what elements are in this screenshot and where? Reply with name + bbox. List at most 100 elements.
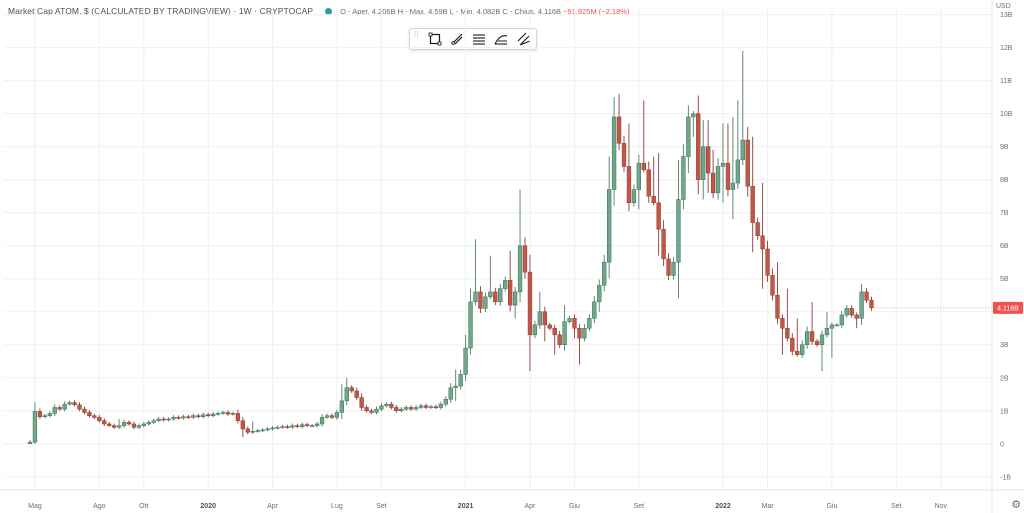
trend-line-icon[interactable] bbox=[448, 30, 467, 48]
price-tick-label: 11B bbox=[1000, 78, 1012, 85]
candle bbox=[537, 291, 543, 329]
candle bbox=[67, 400, 72, 406]
rectangle-icon[interactable] bbox=[426, 30, 445, 48]
candle bbox=[329, 413, 335, 420]
time-tick-label: Mar bbox=[762, 503, 775, 510]
candle-body-down bbox=[107, 423, 112, 426]
candle bbox=[478, 286, 483, 314]
fib-icon[interactable] bbox=[492, 30, 511, 48]
price-axis: 13B12B11B10B9B8B7B6B5B4B3B2B1B0-1B bbox=[991, 0, 1013, 513]
candle-body-up bbox=[512, 291, 518, 306]
candle bbox=[87, 409, 92, 418]
candle-body-up bbox=[136, 425, 142, 428]
candle-body-up bbox=[215, 413, 221, 415]
candle bbox=[631, 184, 637, 207]
candle bbox=[706, 120, 711, 193]
candle bbox=[463, 334, 468, 382]
candle-body-up bbox=[839, 314, 844, 326]
candle-body-up bbox=[260, 429, 265, 432]
candle bbox=[557, 330, 562, 349]
candle bbox=[196, 413, 201, 419]
candle-body-up bbox=[62, 403, 67, 410]
candle-body-down bbox=[131, 423, 137, 428]
candle bbox=[844, 305, 849, 318]
time-tick-label: 2022 bbox=[715, 503, 731, 510]
candle-body-up bbox=[582, 327, 587, 339]
candle bbox=[77, 402, 82, 412]
candle-body-up bbox=[379, 405, 384, 410]
candle bbox=[740, 50, 745, 166]
candle bbox=[107, 421, 112, 428]
candle bbox=[656, 153, 661, 256]
horizontal-lines-icon[interactable] bbox=[470, 30, 489, 48]
candle-body-up bbox=[324, 415, 330, 418]
candle bbox=[641, 100, 646, 173]
candle bbox=[701, 120, 706, 200]
candle-body-up bbox=[32, 411, 38, 443]
candle-body-up bbox=[374, 408, 379, 413]
candle bbox=[577, 324, 582, 365]
candle-body-down bbox=[235, 413, 241, 421]
price-tick-label: 6B bbox=[1000, 243, 1009, 250]
candle-body-up bbox=[463, 347, 468, 375]
candle-body-up bbox=[819, 334, 825, 345]
candle bbox=[715, 158, 721, 200]
candle-body-down bbox=[696, 113, 701, 180]
candle-body-up bbox=[488, 291, 493, 298]
candle bbox=[428, 404, 434, 409]
candle bbox=[186, 414, 191, 419]
price-tick-label: 5B bbox=[1000, 276, 1009, 283]
ohlc-values: O - Aper. 4.206B H - Max. 4.59B L - Min.… bbox=[340, 7, 629, 16]
candle bbox=[819, 330, 825, 372]
candle-body-up bbox=[42, 415, 48, 417]
candle-body-up bbox=[715, 166, 721, 194]
candle-body-up bbox=[384, 403, 389, 407]
candle bbox=[136, 423, 142, 429]
candle-body-down bbox=[295, 425, 300, 427]
candle-body-down bbox=[240, 420, 245, 430]
candle bbox=[300, 422, 305, 429]
candle-body-down bbox=[765, 248, 770, 276]
candle bbox=[725, 123, 731, 197]
candle-body-down bbox=[126, 422, 132, 425]
candle-body-down bbox=[547, 324, 552, 329]
price-tick-label: 1B bbox=[1000, 408, 1009, 415]
candle-body-up bbox=[829, 324, 835, 329]
candle-body-down bbox=[245, 428, 250, 433]
candle-body-down bbox=[755, 222, 760, 237]
candle-body-up bbox=[191, 415, 196, 418]
candle bbox=[423, 403, 429, 410]
candle bbox=[567, 315, 572, 324]
candle bbox=[800, 340, 805, 358]
currency-unit-label[interactable]: USD bbox=[996, 3, 1011, 10]
candle-body-down bbox=[770, 275, 775, 296]
candle-body-down bbox=[369, 410, 374, 413]
candle bbox=[349, 385, 354, 393]
candle-body-down bbox=[112, 425, 117, 428]
candle bbox=[295, 423, 300, 429]
candle bbox=[730, 116, 736, 220]
candle-body-up bbox=[255, 430, 260, 432]
candle-body-up bbox=[428, 406, 434, 409]
candle bbox=[339, 384, 345, 420]
candle bbox=[438, 401, 444, 410]
candle-body-up bbox=[116, 425, 122, 428]
candle bbox=[517, 189, 523, 303]
candle-body-up bbox=[636, 162, 642, 190]
candle-body-down bbox=[349, 387, 354, 392]
time-tick-label: Set bbox=[891, 503, 902, 510]
gear-icon[interactable]: ⚙ bbox=[1011, 499, 1021, 511]
candle bbox=[483, 292, 488, 313]
candle-body-up bbox=[859, 291, 864, 319]
candle-body-down bbox=[57, 407, 62, 410]
candle bbox=[146, 420, 151, 426]
time-tick-label: Set bbox=[376, 503, 387, 510]
candle-body-down bbox=[577, 327, 582, 339]
candle-body-up bbox=[220, 412, 226, 414]
candle-body-up bbox=[438, 403, 444, 408]
time-axis: Mag Ago Ott 2020 Apr Lug Set 2021 Apr Giu Set 2022 M… bbox=[0, 489, 1024, 510]
candle-body-down bbox=[775, 294, 780, 319]
drag-handle-icon[interactable]: ⁞⁞ bbox=[414, 30, 419, 39]
parallel-lines-icon[interactable] bbox=[514, 30, 533, 48]
